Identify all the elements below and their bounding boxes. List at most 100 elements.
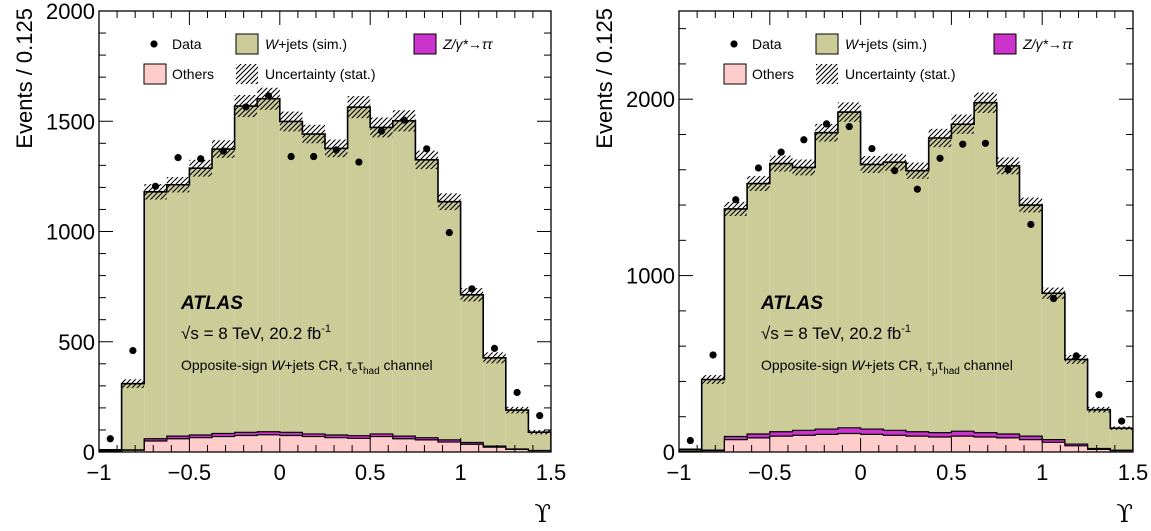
- data-point: [1073, 352, 1080, 359]
- others-bar: [348, 438, 371, 452]
- data-point: [846, 123, 853, 130]
- wjets-bar: [257, 99, 280, 432]
- wjets-bar: [528, 432, 551, 450]
- x-tick-label: 1: [1036, 460, 1048, 485]
- others-bar: [1042, 442, 1065, 452]
- atlas-label: ATLAS: [180, 293, 243, 314]
- ztt-bar: [770, 432, 793, 436]
- legend-uncertainty-swatch: [236, 64, 258, 84]
- y-axis-title: Events / 0.125: [12, 8, 37, 149]
- others-bar: [415, 440, 438, 452]
- wjets-bar: [1042, 293, 1065, 439]
- legend-data-marker: [150, 40, 157, 47]
- data-point: [423, 145, 430, 152]
- wjets-bar: [280, 121, 303, 432]
- ztt-bar: [793, 430, 816, 435]
- others-bar: [483, 447, 506, 452]
- wjets-bar: [1020, 205, 1043, 436]
- others-bar: [393, 439, 416, 452]
- wjets-bar: [506, 410, 529, 449]
- legend-ztt-label: Z/γ*→ττ: [442, 36, 493, 52]
- others-bar: [144, 441, 167, 452]
- others-bar: [189, 438, 212, 452]
- data-point: [129, 347, 136, 354]
- others-bar: [997, 438, 1020, 452]
- x-tick-label: 1.5: [536, 460, 567, 485]
- wjets-bar: [348, 107, 371, 436]
- wjets-bar: [951, 124, 974, 431]
- data-point: [1027, 221, 1034, 228]
- others-bar: [861, 434, 884, 452]
- x-axis-title: ϒ: [1117, 500, 1133, 526]
- data-point: [333, 146, 340, 153]
- legend-others-swatch: [724, 64, 746, 84]
- data-point: [310, 153, 317, 160]
- energy-lumi-label: √s = 8 TeV, 20.2 fb-1: [181, 323, 331, 343]
- energy-lumi-label: √s = 8 TeV, 20.2 fb-1: [761, 323, 911, 343]
- data-point: [709, 351, 716, 358]
- x-tick-label: −1: [86, 460, 111, 485]
- plot-area: [99, 88, 551, 452]
- wjets-bar: [997, 166, 1020, 434]
- wjets-bar: [1088, 410, 1111, 449]
- ztt-bar: [838, 428, 861, 434]
- data-point: [288, 153, 295, 160]
- legend-wjets-label: W+jets (sim.): [845, 36, 927, 52]
- data-point: [468, 285, 475, 292]
- data-point: [378, 128, 385, 135]
- data-point: [1095, 391, 1102, 398]
- data-point: [107, 435, 114, 442]
- wjets-bar: [483, 358, 506, 446]
- data-point: [687, 437, 694, 444]
- x-tick-label: 0: [854, 460, 866, 485]
- y-axis-title: Events / 0.125: [592, 8, 617, 149]
- data-point: [355, 158, 362, 165]
- data-point: [1005, 166, 1012, 173]
- others-bar: [1065, 446, 1088, 452]
- legend-others-swatch: [144, 64, 166, 84]
- others-bar: [838, 433, 861, 452]
- wjets-bar: [1065, 359, 1088, 444]
- others-bar: [461, 444, 484, 452]
- ztt-bar: [974, 433, 997, 437]
- wjets-bar: [212, 149, 235, 433]
- others-bar: [951, 436, 974, 452]
- wjets-bar: [438, 202, 461, 440]
- wjets-bar: [122, 384, 145, 450]
- plot-area: [679, 92, 1133, 452]
- data-point: [914, 186, 921, 193]
- ztt-bar: [906, 432, 929, 436]
- legend-data-label: Data: [752, 36, 782, 52]
- wjets-bar: [144, 192, 167, 439]
- others-bar: [770, 436, 793, 452]
- x-tick-label: 1.5: [1118, 460, 1149, 485]
- data-point: [868, 145, 875, 152]
- others-bar: [235, 435, 258, 452]
- ztt-bar: [929, 433, 952, 437]
- wjets-bar: [415, 160, 438, 438]
- others-bar: [1020, 440, 1043, 452]
- data-point: [936, 155, 943, 162]
- data-point: [446, 229, 453, 236]
- others-bar: [438, 442, 461, 452]
- data-point: [197, 155, 204, 162]
- data-point: [755, 164, 762, 171]
- data-point: [800, 136, 807, 143]
- wjets-bar: [302, 134, 325, 434]
- wjets-bar: [974, 103, 997, 433]
- legend-ztt-swatch: [414, 34, 436, 54]
- x-tick-label: 1: [454, 460, 466, 485]
- data-point: [1050, 295, 1057, 302]
- others-bar: [724, 440, 747, 452]
- data-point: [732, 196, 739, 203]
- others-bar: [280, 435, 303, 452]
- y-tick-label: 1000: [626, 264, 675, 289]
- wjets-bar: [838, 112, 861, 428]
- data-point: [1118, 418, 1125, 425]
- others-bar: [793, 435, 816, 452]
- data-point: [536, 412, 543, 419]
- others-bar: [883, 435, 906, 452]
